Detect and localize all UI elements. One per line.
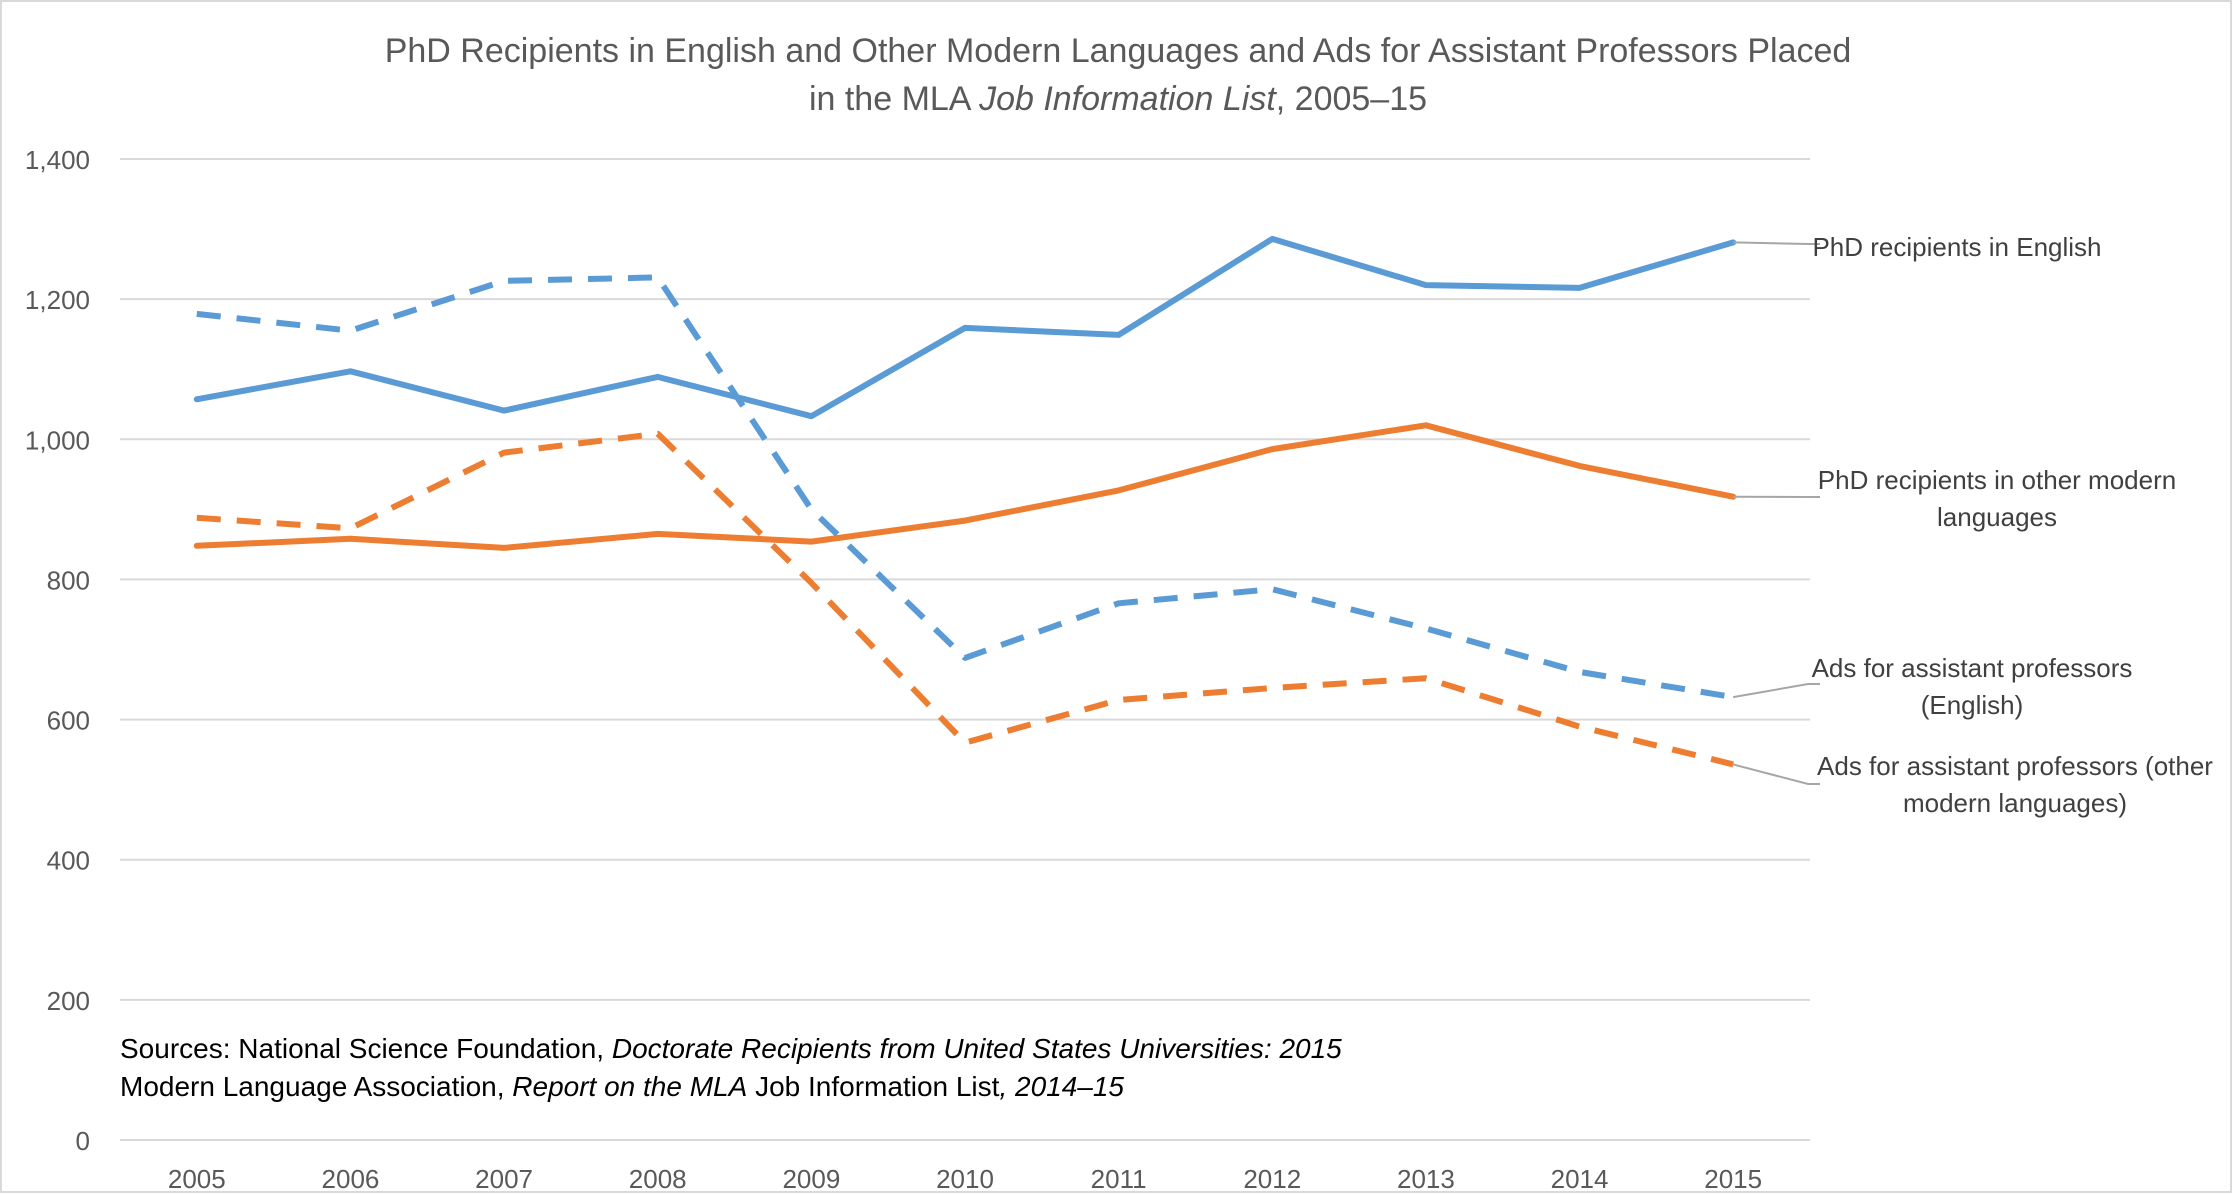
series-line-1 [197,239,1733,416]
series-line-4 [197,434,1733,765]
x-tick-label: 2012 [1243,1164,1301,1194]
sources-line-2-italic: Report on the MLA [512,1071,747,1102]
series-label-text: languages [1937,502,2057,532]
series-label-text: modern languages) [1903,788,2127,818]
x-tick-label: 2015 [1704,1164,1762,1194]
series-lines [197,239,1733,765]
chart-title-line-1: PhD Recipients in English and Other Mode… [385,32,1852,70]
series-label-leader-line [1733,764,1820,784]
series-line-2 [197,425,1733,548]
series-label-text: PhD recipients in other modern [1818,465,2176,495]
y-tick-label: 1,000 [25,425,90,455]
sources-line-2: Modern Language Association, Report on t… [120,1071,1124,1102]
x-tick-label: 2007 [475,1164,533,1194]
x-tick-label: 2009 [782,1164,840,1194]
y-axis-tick-labels: 0 200 400 600 800 1,000 1,200 1,400 [25,145,90,1156]
series-label-leader-line [1733,684,1820,697]
x-tick-label: 2014 [1551,1164,1609,1194]
x-tick-label: 2008 [629,1164,687,1194]
y-tick-label: 800 [47,565,90,595]
series-direct-labels: PhD recipients in English PhD recipients … [1733,232,2213,818]
y-tick-label: 1,200 [25,285,90,315]
sources-line-2-italic-suffix: , 2014–15 [999,1071,1124,1102]
y-tick-label: 600 [47,706,90,736]
series-label-text: Ads for assistant professors [1812,653,2133,683]
sources-line-2-prefix: Modern Language Association, [120,1071,512,1102]
chart-title-line-2: in the MLA Job Information List, 2005–15 [809,80,1427,118]
sources-line-1-italic: Doctorate Recipients from United States … [612,1033,1342,1064]
sources-line-1-prefix: Sources: National Science Foundation, [120,1033,612,1064]
x-tick-label: 2011 [1091,1164,1147,1194]
sources-line-2-middle: Job Information List [747,1071,999,1102]
series-label-text: PhD recipients in English [1812,232,2101,262]
chart-title-suffix: , 2005–15 [1276,80,1427,118]
x-tick-label: 2006 [322,1164,380,1194]
x-tick-label: 2013 [1397,1164,1455,1194]
x-tick-label: 2010 [936,1164,994,1194]
y-tick-label: 400 [47,846,90,876]
y-tick-label: 200 [47,986,90,1016]
y-tick-label: 1,400 [25,145,90,175]
y-tick-label: 0 [76,1126,90,1156]
chart-title-italic: Job Information List [978,80,1277,118]
series-label-leader-line [1733,242,1820,244]
chart-title-prefix: in the MLA [809,80,979,118]
series-label-text: Ads for assistant professors (other [1817,751,2213,781]
x-tick-label: 2005 [168,1164,226,1194]
gridlines [120,159,1810,1140]
series-label-text: (English) [1921,690,2024,720]
sources-line-1: Sources: National Science Foundation, Do… [120,1033,1342,1064]
x-axis-tick-labels: 2005 2006 2007 2008 2009 2010 2011 2012 2013 2014… [168,1164,1762,1194]
